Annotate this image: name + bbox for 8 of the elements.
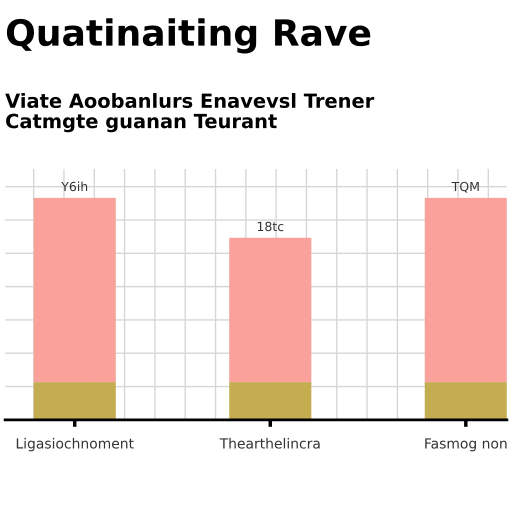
x-tick-label: Ligasiochnoment — [16, 438, 134, 452]
chart-title: Quatinaiting Rave — [6, 18, 370, 54]
annotation: Y6ih — [61, 182, 88, 192]
x-tick-label: Fasmog non — [425, 438, 507, 452]
annotation: TQM — [452, 182, 479, 193]
chart-subtitle: Viate Aoobanlurs Enavevsl Trener Catmgte guanan Teurant — [5, 93, 374, 132]
x-tick-label: Thearthelincra — [220, 438, 320, 449]
annotation: 18tc — [258, 222, 284, 232]
